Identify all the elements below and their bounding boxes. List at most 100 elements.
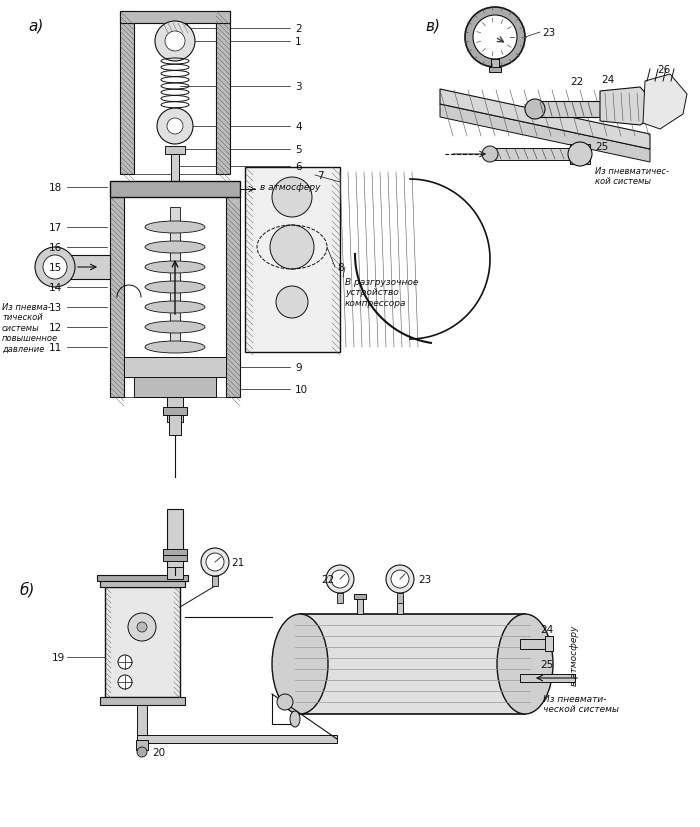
Ellipse shape bbox=[290, 711, 300, 727]
Circle shape bbox=[137, 622, 147, 632]
Circle shape bbox=[276, 287, 308, 318]
Text: 11: 11 bbox=[49, 342, 62, 352]
Text: Из пневмати-
ческой системы: Из пневмати- ческой системы bbox=[543, 694, 619, 714]
Bar bbox=[169, 415, 181, 436]
Text: Из пневматичес-
кой системы: Из пневматичес- кой системы bbox=[595, 167, 669, 186]
Bar bbox=[110, 182, 240, 198]
Bar bbox=[163, 555, 187, 562]
Circle shape bbox=[270, 226, 314, 270]
Circle shape bbox=[137, 747, 147, 757]
Bar bbox=[171, 155, 179, 184]
Text: 7: 7 bbox=[317, 171, 323, 181]
Text: 24: 24 bbox=[601, 75, 614, 85]
Bar bbox=[100, 579, 185, 587]
Bar bbox=[163, 549, 187, 555]
Text: 6: 6 bbox=[295, 162, 302, 172]
Bar bbox=[490, 149, 575, 160]
Bar bbox=[120, 12, 134, 174]
Bar bbox=[535, 102, 600, 118]
Bar bbox=[134, 378, 216, 398]
Circle shape bbox=[386, 566, 414, 593]
Bar bbox=[226, 198, 240, 398]
Circle shape bbox=[473, 16, 517, 60]
Circle shape bbox=[568, 143, 592, 167]
Text: 22: 22 bbox=[570, 77, 583, 87]
Text: 13: 13 bbox=[49, 303, 62, 313]
Circle shape bbox=[206, 553, 224, 571]
Circle shape bbox=[391, 571, 409, 588]
Text: в): в) bbox=[425, 18, 440, 33]
Bar bbox=[165, 147, 185, 155]
Ellipse shape bbox=[145, 261, 205, 274]
Text: 8: 8 bbox=[337, 263, 344, 273]
Text: 26: 26 bbox=[657, 65, 670, 75]
Text: 2: 2 bbox=[295, 24, 302, 34]
Bar bbox=[170, 208, 180, 347]
Bar bbox=[105, 587, 180, 697]
Ellipse shape bbox=[497, 614, 553, 715]
Text: 24: 24 bbox=[540, 624, 553, 634]
Text: 20: 20 bbox=[152, 747, 165, 757]
Circle shape bbox=[155, 22, 195, 62]
Circle shape bbox=[465, 8, 525, 68]
Bar bbox=[245, 168, 340, 352]
Bar bbox=[167, 567, 183, 579]
Text: а): а) bbox=[28, 18, 43, 33]
Polygon shape bbox=[600, 88, 653, 126]
Text: 21: 21 bbox=[231, 557, 244, 567]
Ellipse shape bbox=[145, 302, 205, 313]
Bar bbox=[354, 595, 366, 600]
Bar bbox=[137, 705, 147, 735]
Bar bbox=[163, 408, 187, 415]
Circle shape bbox=[331, 571, 349, 588]
Bar bbox=[124, 198, 226, 398]
Bar bbox=[357, 596, 363, 614]
Ellipse shape bbox=[145, 322, 205, 333]
Text: Из пневма-
тической
системы
повышенное
давление: Из пневма- тической системы повышенное д… bbox=[2, 303, 58, 353]
Ellipse shape bbox=[145, 241, 205, 254]
Text: 15: 15 bbox=[49, 263, 62, 273]
Bar bbox=[300, 614, 525, 715]
Circle shape bbox=[482, 147, 498, 163]
Text: 23: 23 bbox=[542, 28, 555, 38]
Circle shape bbox=[35, 248, 75, 288]
Bar bbox=[489, 68, 501, 73]
Bar bbox=[120, 12, 230, 24]
Text: 19: 19 bbox=[52, 653, 65, 662]
Circle shape bbox=[118, 655, 132, 669]
Bar bbox=[136, 740, 148, 750]
Ellipse shape bbox=[277, 694, 293, 710]
Bar bbox=[397, 593, 403, 603]
Bar bbox=[337, 593, 343, 603]
Bar bbox=[167, 398, 183, 423]
Ellipse shape bbox=[145, 282, 205, 294]
Circle shape bbox=[525, 100, 545, 120]
Bar bbox=[212, 576, 218, 586]
Text: 16: 16 bbox=[49, 242, 62, 253]
Ellipse shape bbox=[145, 342, 205, 354]
Text: 25: 25 bbox=[540, 659, 553, 669]
Text: В разгрузочное
устройство
компрессора: В разгрузочное устройство компрессора bbox=[345, 278, 419, 308]
Bar bbox=[167, 509, 183, 569]
Circle shape bbox=[272, 178, 312, 218]
Text: в атмосферу: в атмосферу bbox=[260, 182, 321, 191]
Text: в атмосферу: в атмосферу bbox=[570, 624, 579, 685]
Ellipse shape bbox=[272, 614, 328, 715]
Text: 3: 3 bbox=[295, 82, 302, 92]
Bar bbox=[65, 256, 110, 280]
Circle shape bbox=[167, 119, 183, 135]
Bar bbox=[570, 145, 590, 165]
Circle shape bbox=[201, 548, 229, 576]
Text: 9: 9 bbox=[295, 362, 302, 372]
Text: 22: 22 bbox=[322, 574, 335, 585]
Text: 14: 14 bbox=[49, 283, 62, 293]
Text: 4: 4 bbox=[295, 122, 302, 131]
Bar bbox=[97, 576, 188, 581]
Bar bbox=[520, 674, 575, 682]
Text: 10: 10 bbox=[295, 385, 308, 394]
Text: 25: 25 bbox=[595, 141, 608, 152]
Circle shape bbox=[326, 566, 354, 593]
Bar bbox=[100, 697, 185, 705]
Circle shape bbox=[43, 256, 67, 280]
Text: 17: 17 bbox=[49, 222, 62, 232]
